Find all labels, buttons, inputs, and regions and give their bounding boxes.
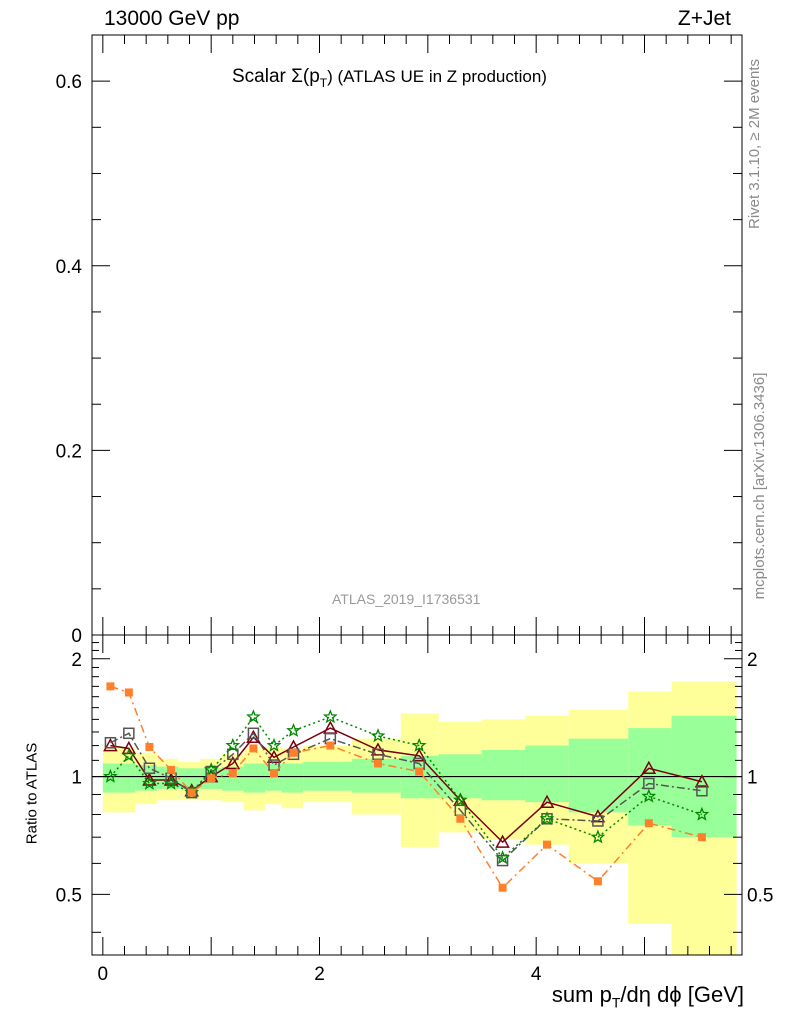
series-1-marker (225, 755, 241, 770)
series-3-marker (103, 768, 118, 783)
series-1-marker (641, 760, 657, 775)
series-4-marker (289, 748, 298, 757)
series-3-marker (539, 810, 555, 826)
series-2-marker (104, 737, 117, 749)
series-4-marker (167, 765, 176, 774)
ratio-y-tick-label-right: 1 (747, 768, 758, 789)
inner-uncertainty-band (222, 766, 244, 791)
x-axis-label-rest: /dη dϕ [GeV] (620, 982, 744, 1007)
inner-uncertainty-band (243, 763, 266, 793)
series-2-marker (643, 777, 655, 790)
inner-uncertainty-band (119, 763, 136, 793)
series-4-marker (498, 883, 507, 892)
series-2-marker (496, 854, 509, 867)
series-2-marker (143, 762, 156, 775)
inner-uncertainty-band (568, 738, 629, 813)
series-1-marker (694, 774, 710, 788)
x-tick-label: 0 (98, 964, 109, 985)
inner-uncertainty-band (102, 763, 120, 793)
series-3-marker (694, 806, 710, 821)
main-y-tick-label: 0.2 (56, 441, 82, 462)
ratio-y-tick-label: 0.5 (56, 885, 82, 906)
series-2-marker (247, 727, 260, 740)
main-panel: 0 0.2 0.4 0.6 (56, 34, 743, 647)
series-4-marker (326, 741, 335, 750)
series-3-marker (246, 709, 261, 724)
series-1-marker (142, 772, 157, 786)
series-3-marker (266, 737, 282, 752)
energy-label: 13000 GeV pp (104, 7, 240, 30)
series-4-marker (415, 767, 424, 776)
ratio-frame (91, 634, 743, 956)
plot-title: Scalar Σ(pT) (ATLAS UE in Z production) (232, 66, 547, 90)
series-3-marker (225, 737, 241, 752)
inner-uncertainty-band (281, 763, 304, 793)
series-2-marker (372, 748, 384, 761)
x-axis-label: sum pT/dη dϕ [GeV] (552, 982, 744, 1010)
series-1-marker (495, 834, 510, 848)
series-4-marker (207, 774, 216, 783)
series-3-marker (142, 775, 157, 790)
series-line-1 (110, 727, 703, 844)
series-3-marker (121, 748, 137, 763)
series-1-marker (103, 738, 118, 752)
series-3-marker (411, 737, 427, 752)
series-4-marker (124, 688, 133, 697)
series-4-marker (145, 743, 154, 751)
series-1-marker (539, 794, 555, 808)
series-2-marker (227, 748, 239, 761)
plot-title-main: Scalar Σ(p (232, 66, 320, 87)
x-tick-label: 2 (314, 964, 325, 985)
series-1-marker (121, 740, 137, 755)
series-4-marker (106, 682, 115, 691)
main-y-tick-label: 0.4 (56, 257, 83, 278)
inner-uncertainty-band (525, 745, 569, 803)
series-4-marker (697, 833, 706, 842)
inner-uncertainty-band (482, 749, 526, 801)
main-y-tick-label: 0 (71, 626, 82, 647)
series-4-marker (228, 769, 237, 778)
plot-title-sub: T (319, 75, 328, 90)
series-3-marker (452, 792, 468, 807)
x-axis-label-main: sum p (551, 982, 612, 1007)
series-4-marker (644, 819, 653, 828)
series-1-marker (163, 772, 179, 786)
series-3-marker (286, 722, 301, 737)
ratio-y-tick-label-right: 0.5 (747, 885, 773, 906)
ratio-y-tick-label: 1 (71, 768, 82, 789)
series-4-marker (374, 759, 382, 768)
series-3-marker (322, 709, 338, 724)
analysis-watermark: ATLAS_2019_I1736531 (332, 591, 481, 607)
series-3-marker (495, 849, 510, 865)
process-label: Z+Jet (677, 7, 731, 30)
series-2-marker (123, 727, 135, 740)
ratio-y-tick-label-right: 2 (747, 650, 758, 671)
series-4-marker (187, 788, 196, 797)
series-1-marker (411, 748, 427, 762)
plot-title-rest: ) (ATLAS UE in Z production) (327, 67, 547, 86)
series-4-marker (543, 840, 551, 849)
series-line-3 (109, 715, 703, 859)
main-frame (91, 34, 743, 636)
x-tick-label: 4 (531, 964, 542, 985)
series-4-marker (249, 744, 258, 753)
ratio-y-tick-label: 2 (71, 650, 82, 671)
main-y-tick-label: 0.6 (56, 72, 82, 93)
series-4-marker (593, 877, 602, 886)
x-axis-label-sub: T (611, 994, 621, 1011)
series-4-marker (270, 769, 278, 778)
series-3-marker (641, 788, 657, 803)
series-4-marker (456, 814, 465, 823)
series-3-marker (203, 762, 219, 777)
ratio-panel: 0.5 0.5 1 1 2 2 0 2 4 (56, 634, 773, 985)
series-3-marker (590, 829, 606, 844)
series-3-marker (163, 775, 179, 790)
series-3-marker (370, 728, 386, 743)
series-1-marker (266, 749, 282, 764)
series-2-marker (696, 784, 708, 797)
series-2-marker (592, 815, 604, 827)
series-1-marker (246, 729, 261, 744)
